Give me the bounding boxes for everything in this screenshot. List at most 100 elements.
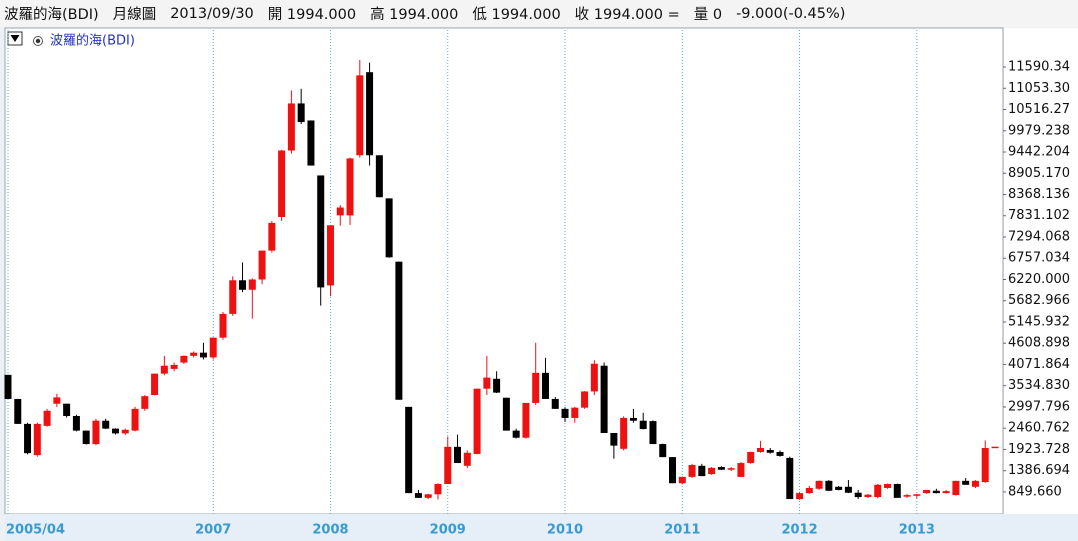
candle-body [532, 372, 540, 403]
candle-body [473, 388, 481, 454]
candle-body [190, 352, 198, 356]
candle-body [63, 403, 71, 416]
y-tick-label: 7294.068 [1008, 229, 1070, 244]
candle-body [170, 364, 178, 369]
candle-body [893, 484, 901, 498]
candle-body [287, 103, 295, 151]
candle-body [884, 484, 892, 488]
y-tick-label: 6220.000 [1008, 272, 1070, 287]
header-field: -9.000(-0.45%) [736, 5, 846, 22]
candle-body [874, 484, 882, 498]
y-tick-label: 5145.932 [1008, 314, 1070, 329]
y-tick-label: 1386.694 [1008, 463, 1070, 478]
candle-body [571, 407, 579, 418]
candle-body [326, 225, 334, 286]
candle-body [14, 398, 22, 424]
candle-body [688, 465, 696, 477]
y-tick-label: 8905.170 [1008, 166, 1070, 181]
candle-body [278, 150, 286, 217]
candle-body [424, 494, 432, 498]
candle-body [395, 261, 403, 400]
candle-body [590, 363, 598, 392]
candle-body [131, 408, 139, 431]
header-field: 量 0 [693, 7, 723, 23]
candle-body [405, 406, 413, 494]
candle-body [659, 444, 667, 458]
candle-body [942, 491, 950, 494]
candle-body [4, 374, 12, 399]
x-tick-label: 2010 [547, 523, 583, 538]
candle-body [913, 494, 921, 496]
y-tick-label: 11053.30 [1008, 81, 1070, 96]
candle-body [502, 397, 510, 431]
y-tick-label: 7831.102 [1008, 208, 1070, 223]
candle-body [219, 313, 227, 338]
legend-radio-dot [35, 38, 41, 44]
candle-body [629, 417, 637, 421]
header-field: 波羅的海(BDI) [4, 7, 99, 23]
candle-body [581, 391, 589, 408]
candle-body [151, 373, 159, 396]
candle-body [160, 365, 168, 374]
candle-body [835, 486, 843, 490]
candle-body [903, 495, 911, 497]
y-tick-label: 849.660 [1008, 484, 1062, 499]
y-tick-label: 6757.034 [1008, 251, 1070, 266]
candle-body [766, 449, 774, 453]
y-tick-label: 1923.728 [1008, 442, 1070, 457]
x-tick-label: 2007 [195, 523, 231, 538]
candle-body [669, 457, 677, 484]
x-tick-label: 2011 [664, 523, 700, 538]
candle-body [385, 198, 393, 258]
candle-body [346, 158, 354, 216]
candle-body [522, 402, 530, 438]
legend-label: 波羅的海(BDI) [50, 33, 135, 49]
candle-body [180, 355, 188, 363]
header-field: 收 1994.000 = [574, 7, 680, 23]
candle-body [600, 365, 608, 433]
candle-body [561, 408, 569, 418]
y-tick-label: 9442.204 [1008, 145, 1070, 160]
candle-body [962, 480, 970, 485]
candle-body [493, 378, 501, 393]
candle-body [248, 279, 256, 290]
header-field: 2013/09/30 [170, 5, 254, 22]
plot-area [4, 27, 1004, 515]
candle-body [43, 410, 51, 426]
header-field: 月線圖 [112, 7, 157, 23]
candle-body [336, 207, 344, 216]
candle-body [952, 480, 960, 496]
candle-body [53, 397, 61, 404]
candle-body [366, 72, 374, 156]
candle-body [92, 420, 100, 445]
candle-body [551, 398, 559, 409]
candle-body [82, 430, 90, 445]
y-tick-label: 4071.864 [1008, 357, 1070, 372]
candle-body [512, 430, 520, 438]
candle-body [24, 423, 32, 454]
header-field: 低 1994.000 [472, 7, 561, 23]
x-axis-area [5, 514, 1078, 541]
candle-body [102, 420, 110, 429]
candle-body [317, 175, 325, 288]
candle-body [258, 250, 266, 280]
y-tick-label: 3534.830 [1008, 378, 1070, 393]
candle-body [747, 451, 755, 464]
candle-body [864, 494, 872, 498]
candle-body [297, 103, 305, 123]
candle-body [239, 280, 247, 290]
candle-body [356, 75, 364, 156]
x-tick-label: 2008 [312, 523, 348, 538]
candle-body [756, 448, 764, 452]
x-tick-label: 2005/04 [6, 523, 65, 538]
candle-body [541, 372, 549, 399]
candle-body [111, 428, 119, 434]
candle-body [444, 446, 452, 485]
y-tick-label: 10516.27 [1008, 102, 1070, 117]
candle-body [121, 429, 129, 434]
candle-body [268, 222, 276, 251]
header-field: 高 1994.000 [370, 7, 459, 23]
candle-body [971, 480, 979, 487]
x-tick-label: 2012 [781, 523, 817, 538]
